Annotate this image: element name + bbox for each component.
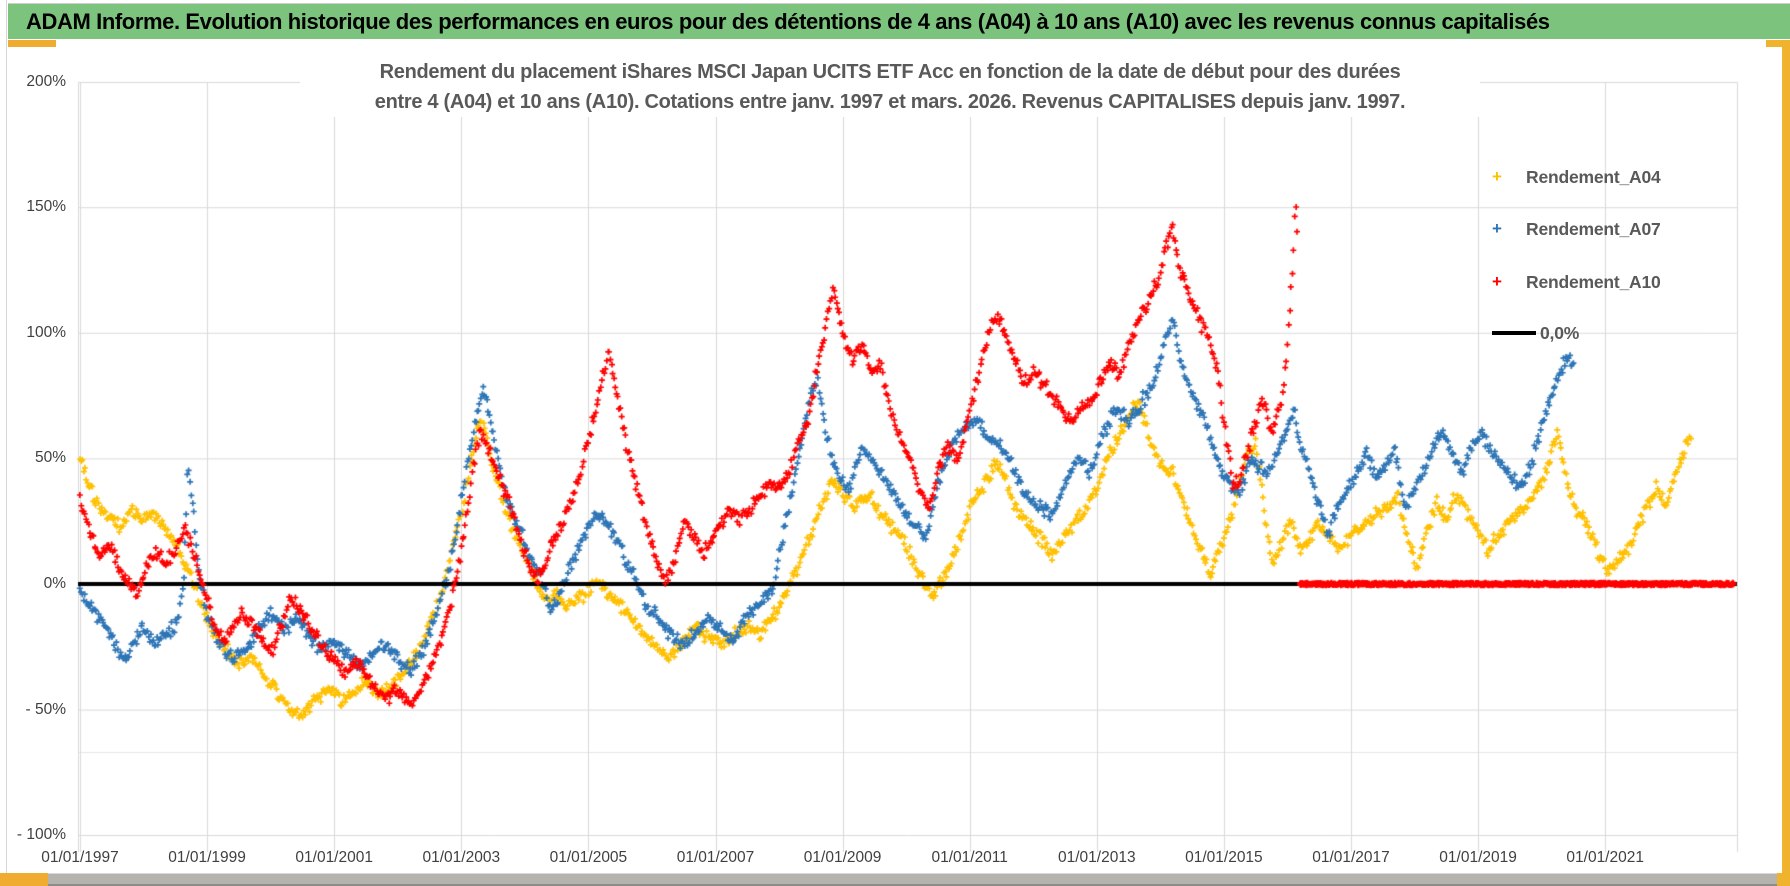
legend-label: Rendement_A04	[1526, 166, 1661, 187]
x-axis-tick-label: 01/01/2007	[676, 849, 755, 866]
x-axis-tick-label: 01/01/1997	[41, 849, 119, 866]
legend-item-rendement-a07[interactable]: + Rendement_A07	[1492, 215, 1661, 243]
y-axis-tick-label: - 100%	[16, 826, 66, 844]
y-axis-tick-label: - 50%	[25, 700, 67, 718]
x-axis-tick-label: 01/01/2003	[422, 849, 501, 866]
chart-title: Rendement du placement iShares MSCI Japa…	[300, 57, 1480, 117]
legend-item-rendement-a04[interactable]: + Rendement_A04	[1492, 163, 1661, 191]
legend-item-zero-line[interactable]: 0,0%	[1492, 319, 1579, 347]
x-axis-tick-label: 01/01/2013	[1058, 849, 1136, 866]
legend-label: Rendement_A07	[1526, 218, 1661, 239]
x-axis-tick-label: 01/01/2001	[295, 849, 373, 866]
horizontal-scrollbar-thumb[interactable]	[0, 873, 48, 886]
x-axis-tick-label: 01/01/2005	[549, 849, 628, 866]
y-axis-tick-label: 0%	[43, 575, 66, 592]
plus-marker-icon: +	[1492, 219, 1502, 238]
x-axis-tick-label: 01/01/2015	[1185, 849, 1263, 866]
legend-item-rendement-a10[interactable]: + Rendement_A10	[1492, 268, 1661, 296]
y-axis-tick-label: 50%	[34, 449, 66, 467]
chart-title-line2: entre 4 (A04) et 10 ans (A10). Cotations…	[374, 91, 1406, 113]
scrollbar-corner-accent	[1777, 873, 1790, 886]
plus-marker-icon: +	[1492, 272, 1502, 291]
y-axis-tick-label: 150%	[26, 198, 66, 216]
horizontal-scrollbar-track[interactable]	[0, 873, 1790, 886]
black-line-icon	[1492, 330, 1536, 336]
legend-label: Rendement_A10	[1526, 271, 1661, 292]
x-axis-tick-label: 01/01/2011	[931, 849, 1008, 866]
x-axis-tick-label: 01/01/2021	[1566, 849, 1644, 866]
x-axis-tick-label: 01/01/2009	[803, 849, 882, 866]
chart-title-line1: Rendement du placement iShares MSCI Japa…	[379, 61, 1401, 83]
x-axis-tick-label: 01/01/2017	[1312, 849, 1390, 866]
legend-label: 0,0%	[1540, 322, 1580, 343]
x-axis-tick-label: 01/01/2019	[1439, 849, 1517, 866]
y-axis-tick-label: 100%	[26, 323, 66, 341]
plus-marker-icon: +	[1492, 167, 1502, 186]
y-axis-tick-label: 200%	[26, 72, 66, 90]
x-axis-tick-label: 01/01/1999	[168, 849, 246, 866]
